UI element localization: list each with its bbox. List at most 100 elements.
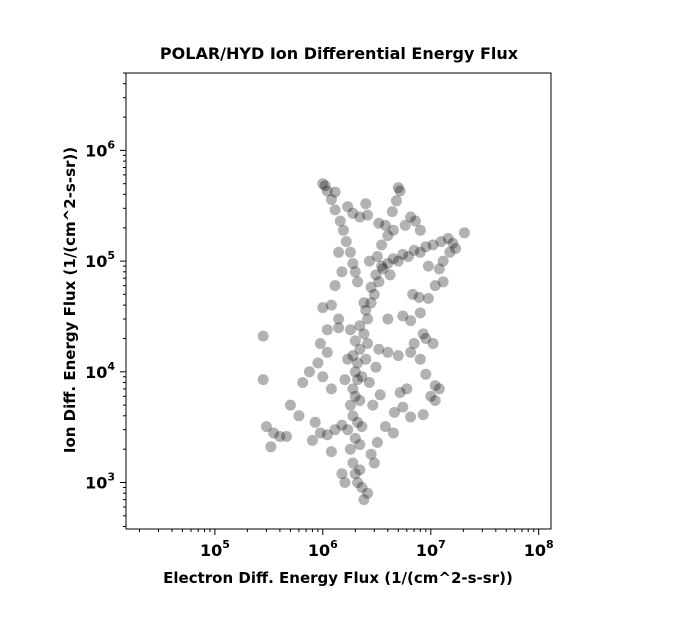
data-point-87	[265, 441, 277, 453]
data-point-85	[257, 330, 269, 342]
data-point-155	[347, 207, 359, 219]
data-point-59	[384, 269, 396, 281]
data-point-112	[405, 411, 417, 423]
data-point-133	[405, 315, 417, 327]
data-point-7	[344, 443, 356, 455]
data-point-52	[392, 182, 404, 194]
data-point-26	[354, 320, 366, 332]
data-point-161	[360, 353, 372, 365]
data-point-163	[339, 374, 351, 386]
data-point-4	[362, 487, 374, 499]
data-point-38	[397, 248, 409, 260]
data-point-158	[329, 186, 341, 198]
data-point-28	[360, 304, 372, 316]
data-point-164	[344, 324, 356, 336]
chart-title: POLAR/HYD Ion Differential Energy Flux	[160, 44, 519, 63]
data-point-124	[414, 353, 426, 365]
data-point-55	[386, 206, 398, 218]
data-point-80	[321, 346, 333, 358]
data-point-62	[321, 185, 333, 197]
data-point-162	[342, 353, 354, 365]
data-point-138	[429, 280, 441, 292]
data-point-71	[352, 276, 364, 288]
data-point-160	[362, 338, 374, 349]
data-point-58	[376, 260, 388, 272]
minor-ticks	[123, 72, 535, 532]
data-point-148	[458, 227, 470, 239]
data-point-6	[354, 464, 366, 476]
data-point-99	[329, 424, 341, 436]
data-point-16	[354, 395, 366, 406]
data-point-37	[392, 255, 404, 267]
data-point-94	[297, 377, 309, 388]
x-axis-label: Electron Diff. Energy Flux (1/(cm^2-s-sr…	[163, 569, 513, 587]
data-point-29	[365, 297, 377, 309]
data-point-17	[347, 383, 359, 395]
data-point-110	[388, 406, 400, 418]
data-point-127	[425, 390, 437, 402]
data-point-19	[349, 366, 361, 378]
data-point-120	[382, 346, 394, 358]
data-point-23	[354, 343, 366, 355]
data-point-123	[408, 338, 420, 349]
data-point-102	[325, 446, 337, 458]
data-point-43	[427, 239, 439, 251]
data-point-98	[321, 429, 333, 441]
data-point-149	[450, 243, 462, 254]
data-point-50	[373, 217, 385, 229]
data-point-115	[374, 389, 386, 401]
data-point-78	[317, 302, 329, 314]
data-point-146	[409, 215, 421, 227]
data-point-54	[390, 195, 402, 207]
data-point-11	[352, 416, 364, 428]
data-point-33	[370, 269, 382, 281]
data-point-89	[268, 427, 280, 439]
scatter-points	[257, 178, 470, 506]
data-point-157	[342, 201, 354, 213]
data-point-12	[347, 410, 359, 422]
data-point-31	[365, 281, 377, 293]
data-point-86	[257, 374, 269, 386]
data-point-116	[367, 399, 379, 411]
data-point-79	[314, 338, 326, 349]
y-axis-label: Ion Diff. Energy Flux (1/(cm^2-s-sr))	[61, 147, 79, 453]
data-point-35	[382, 258, 394, 269]
data-point-93	[293, 410, 305, 422]
data-point-34	[377, 263, 389, 275]
data-point-118	[370, 361, 382, 373]
data-point-83	[325, 383, 337, 395]
data-point-145	[405, 211, 417, 223]
data-point-132	[397, 310, 409, 322]
data-point-74	[329, 280, 341, 292]
data-point-114	[401, 383, 413, 395]
data-point-131	[382, 313, 394, 325]
data-point-104	[339, 477, 351, 488]
data-point-91	[281, 431, 292, 442]
data-point-143	[427, 338, 439, 349]
data-point-63	[325, 194, 337, 205]
data-point-45	[442, 233, 454, 244]
data-point-73	[336, 266, 348, 278]
data-point-100	[336, 419, 348, 431]
data-point-101	[306, 434, 318, 446]
data-point-47	[376, 239, 388, 251]
data-point-76	[333, 313, 345, 325]
data-point-117	[363, 377, 375, 388]
data-point-113	[394, 387, 406, 398]
data-point-48	[382, 230, 394, 242]
data-point-128	[433, 383, 445, 395]
data-point-150	[444, 246, 456, 258]
data-point-30	[368, 288, 380, 300]
data-point-151	[437, 255, 449, 267]
data-point-72	[333, 246, 345, 258]
data-point-18	[352, 374, 364, 386]
data-point-154	[362, 209, 374, 221]
data-point-20	[356, 371, 368, 383]
data-point-77	[321, 324, 333, 336]
data-point-126	[429, 380, 441, 392]
data-point-103	[336, 468, 348, 480]
data-point-39	[402, 251, 414, 262]
data-point-46	[447, 237, 459, 249]
data-point-84	[333, 322, 345, 334]
data-point-2	[356, 482, 368, 493]
